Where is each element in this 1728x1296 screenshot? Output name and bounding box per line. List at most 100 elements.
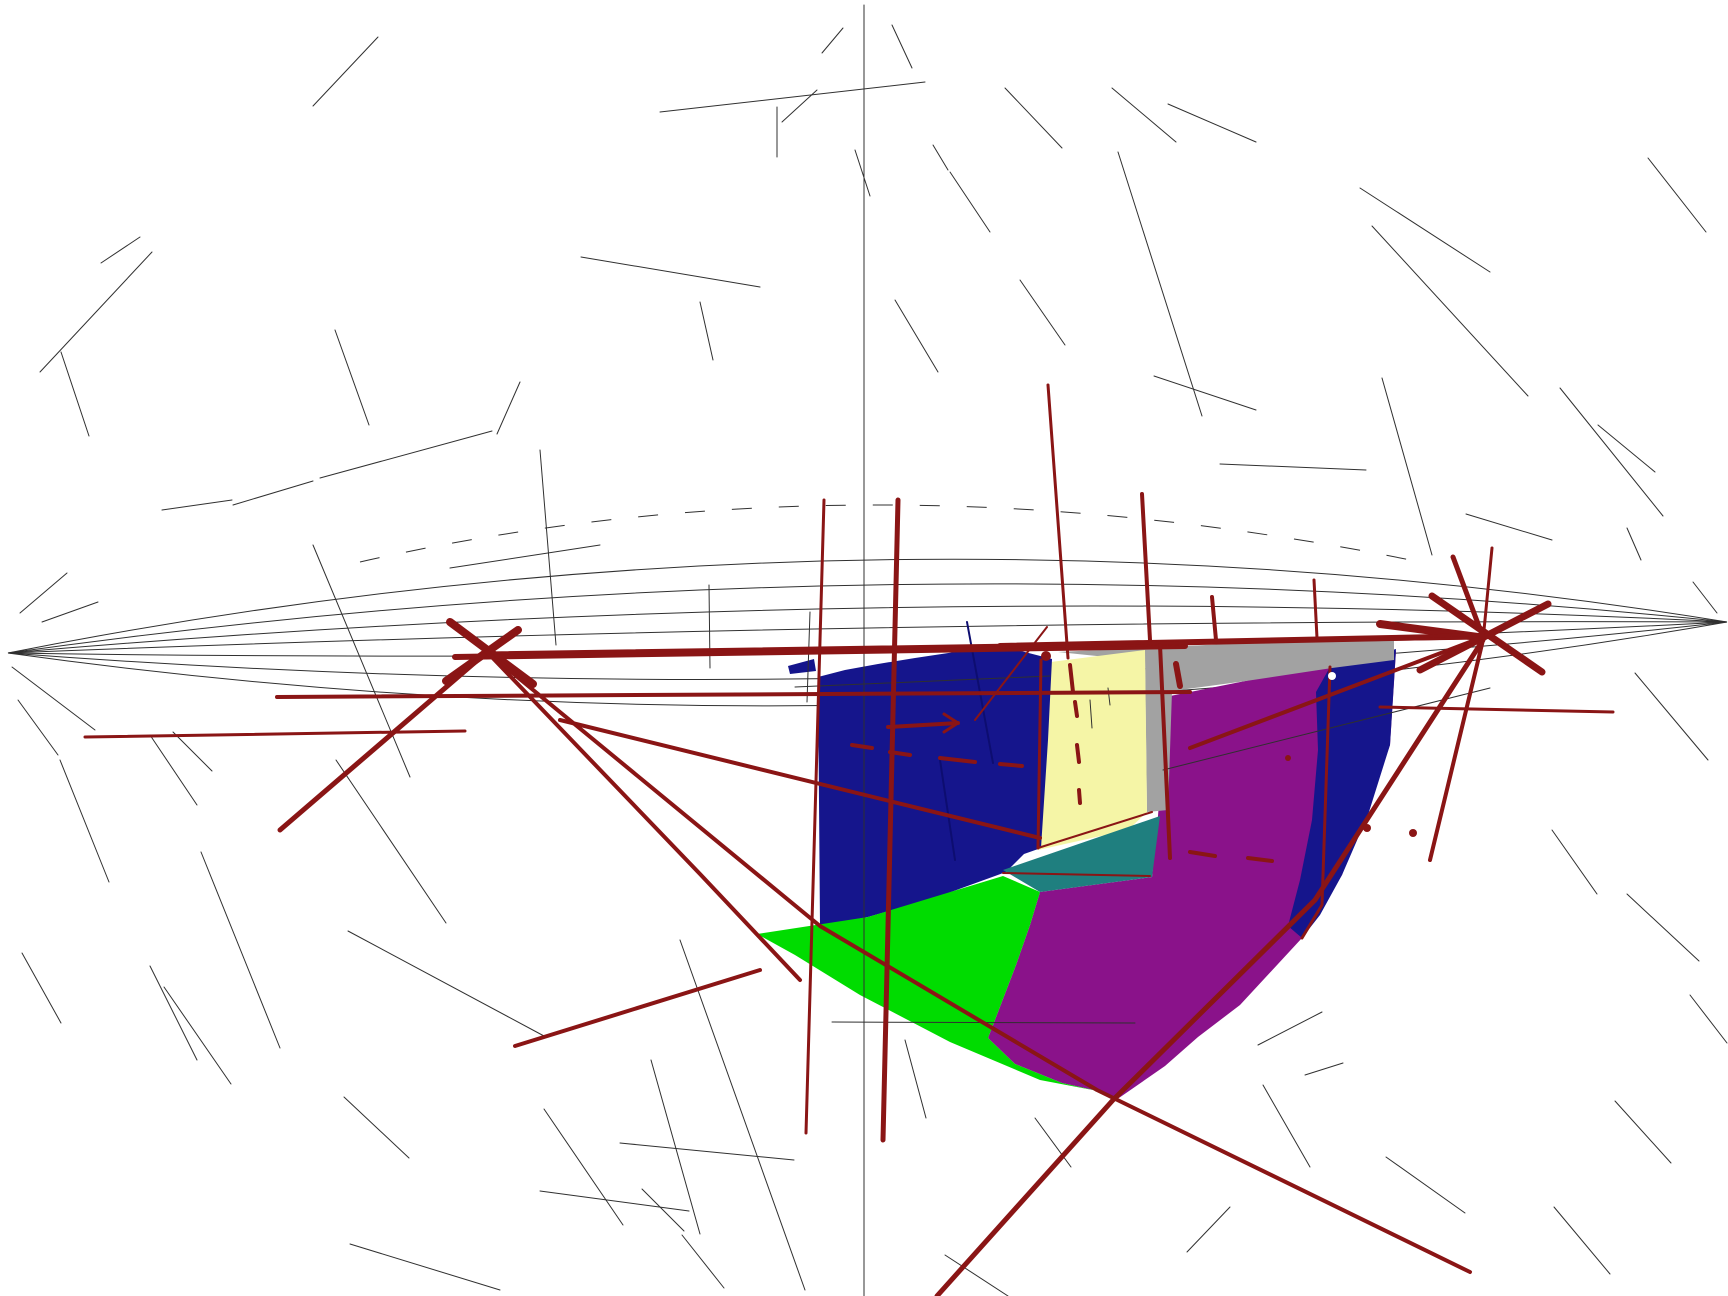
scene-line — [539, 1190, 690, 1212]
camera-ray — [1378, 705, 1615, 714]
highlight-dot — [1328, 672, 1336, 680]
camera-ray — [886, 721, 960, 729]
camera-ray — [934, 637, 1486, 1296]
scene-line — [854, 149, 871, 197]
camera-ray — [485, 636, 1485, 655]
overlay-line — [806, 611, 811, 703]
camera-ray — [485, 650, 1472, 1274]
scene-line — [1614, 1100, 1672, 1164]
scene-line — [659, 81, 926, 113]
scene-line — [543, 1108, 624, 1226]
scene-line — [11, 666, 96, 731]
camera-ray-dot — [1363, 824, 1371, 832]
scene-line — [821, 27, 844, 54]
camera-ray — [1246, 856, 1274, 863]
scene-line — [781, 89, 818, 123]
purple-wall-and-floor — [988, 651, 1396, 1100]
scene-line — [1117, 151, 1203, 417]
scene-line — [312, 36, 379, 107]
scene-line — [496, 381, 521, 435]
camera-ray — [1312, 578, 1319, 640]
camera-ray — [850, 743, 874, 750]
scene-line — [335, 759, 447, 924]
scene-line — [580, 256, 761, 288]
camera-ray — [1075, 743, 1081, 764]
scene-line — [347, 930, 545, 1037]
scene-line — [650, 1059, 701, 1235]
camera-ray — [275, 690, 1192, 699]
scene-line — [343, 1096, 410, 1159]
scene-line — [60, 351, 90, 437]
scene-line — [932, 144, 949, 171]
navy-left-wall — [818, 647, 1052, 926]
scene-line — [904, 1039, 927, 1119]
scene-line — [1692, 581, 1718, 614]
overlay-line — [939, 759, 956, 861]
camera-ray — [1002, 872, 1151, 877]
camera-ray — [1037, 811, 1153, 849]
equator-line — [7, 558, 1728, 654]
camera-ray — [1188, 850, 1217, 858]
camera-ray — [1068, 663, 1075, 694]
scene-line — [1304, 1062, 1344, 1076]
camera-ray — [888, 750, 912, 757]
scene-line — [891, 24, 913, 69]
camera-ray — [1036, 658, 1043, 850]
scene-line — [41, 601, 99, 623]
scene-line — [1385, 1156, 1466, 1214]
camera-ray-dot — [1285, 755, 1291, 761]
scene-line — [312, 544, 411, 778]
scene-line — [619, 1142, 795, 1161]
scene-line — [1689, 994, 1728, 1044]
scene-line — [641, 1188, 685, 1232]
camera-ray — [1173, 661, 1183, 689]
camera-ray — [1158, 643, 1172, 860]
scene-line — [1551, 829, 1598, 895]
camera-ray — [804, 498, 826, 1135]
camera-ray — [974, 626, 1048, 721]
camera-ray — [942, 712, 960, 725]
scene-line — [59, 759, 110, 883]
scene-line — [679, 939, 806, 1291]
scene-line — [1153, 375, 1257, 411]
camera-ray — [880, 497, 901, 1143]
scene-line — [449, 544, 601, 569]
scene-line — [349, 1243, 501, 1291]
equator-line — [7, 605, 1728, 654]
scene-line — [39, 251, 153, 373]
camera-ray — [1450, 554, 1486, 640]
overlay-line — [1089, 699, 1093, 729]
navy-right-wall — [1288, 649, 1396, 938]
scene-line — [1597, 424, 1656, 473]
camera-ray — [513, 968, 762, 1048]
scene-line — [1559, 387, 1664, 517]
scene-line — [949, 171, 991, 233]
scene-line — [1186, 1206, 1231, 1253]
scene-line — [944, 1254, 1009, 1296]
scene-line — [163, 986, 232, 1085]
scene-line — [232, 480, 314, 506]
scene-line — [1465, 513, 1553, 541]
scene-line — [17, 699, 59, 756]
scene-line — [1626, 527, 1642, 561]
scene-line — [200, 851, 281, 1049]
scene-line — [1219, 463, 1367, 471]
camera-ray — [277, 649, 490, 833]
scene-line — [172, 731, 213, 772]
scene-line — [1034, 1117, 1072, 1168]
camera-ray — [1046, 383, 1070, 660]
scene-line — [1626, 893, 1700, 962]
scene-line — [149, 734, 198, 806]
scene-line — [161, 499, 233, 511]
equator-dashed-line — [359, 504, 1431, 565]
scene-line — [1553, 1206, 1611, 1275]
scene-line — [149, 965, 198, 1061]
camera-ray — [998, 762, 1024, 768]
camera-ray — [1482, 546, 1494, 632]
scene-line — [1257, 1011, 1323, 1046]
navy-fragment — [788, 659, 816, 674]
scene-line — [1359, 187, 1491, 273]
scene-line — [334, 329, 370, 426]
